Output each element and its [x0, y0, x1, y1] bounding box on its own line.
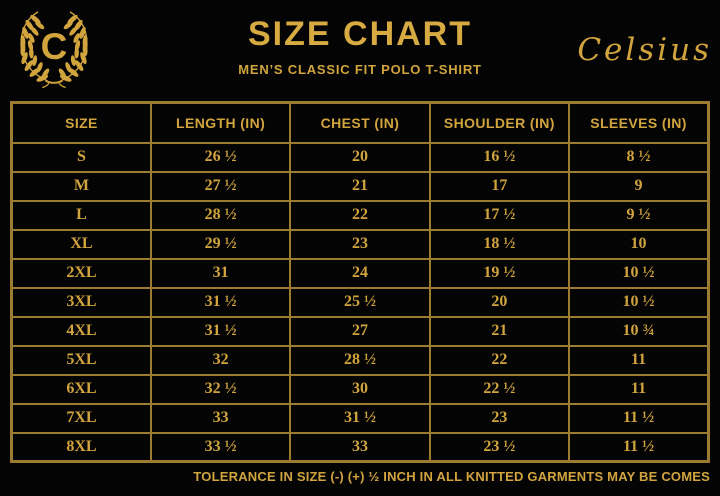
- measurement-cell: 19 ½: [428, 257, 571, 289]
- table-header-row: SIZE LENGTH (IN) CHEST (IN) SHOULDER (IN) SL…: [10, 101, 710, 144]
- page-subtitle: MEN’S CLASSIC FIT POLO T-SHIRT: [238, 62, 482, 77]
- column-header-0: SIZE: [10, 101, 152, 144]
- brand-name: Celsius: [577, 32, 712, 68]
- size-cell: 2XL: [10, 257, 152, 289]
- measurement-cell: 28 ½: [149, 199, 292, 231]
- laurel-wreath-logo-icon: C: [12, 6, 96, 90]
- table-row: 3XL 31 ½ 25 ½ 20 10 ½: [10, 286, 710, 318]
- measurement-cell: 32 ½: [149, 373, 292, 405]
- size-cell: 6XL: [10, 373, 152, 405]
- measurement-cell: 23: [428, 402, 571, 434]
- measurement-cell: 23 ½: [428, 431, 571, 463]
- measurement-cell: 22: [289, 199, 431, 231]
- measurement-cell: 32: [149, 344, 292, 376]
- measurement-cell: 33 ½: [149, 431, 292, 463]
- measurement-cell: 16 ½: [428, 141, 571, 173]
- measurement-cell: 10 ¾: [568, 315, 710, 347]
- measurement-cell: 27: [289, 315, 431, 347]
- measurement-cell: 29 ½: [149, 228, 292, 260]
- table-row: XL 29 ½ 23 18 ½ 10: [10, 228, 710, 260]
- measurement-cell: 10 ½: [568, 257, 710, 289]
- table-row: M 27 ½ 21 17 9: [10, 170, 710, 202]
- measurement-cell: 31 ½: [149, 286, 292, 318]
- measurement-cell: 24: [289, 257, 431, 289]
- measurement-cell: 28 ½: [289, 344, 431, 376]
- measurement-cell: 11: [568, 344, 710, 376]
- table-row: 8XL 33 ½ 33 23 ½ 11 ½: [10, 431, 710, 463]
- size-cell: XL: [10, 228, 152, 260]
- measurement-cell: 22 ½: [428, 373, 571, 405]
- measurement-cell: 10: [568, 228, 710, 260]
- size-cell: 5XL: [10, 344, 152, 376]
- title-block: SIZE CHART MEN’S CLASSIC FIT POLO T-SHIR…: [110, 15, 610, 77]
- tolerance-note: TOLERANCE IN SIZE (-) (+) ½ INCH IN ALL …: [193, 469, 710, 484]
- column-header-3: SHOULDER (IN): [428, 101, 571, 144]
- size-cell: M: [10, 170, 152, 202]
- size-cell: 7XL: [10, 402, 152, 434]
- table-row: 2XL 31 24 19 ½ 10 ½: [10, 257, 710, 289]
- size-cell: S: [10, 141, 152, 173]
- measurement-cell: 33: [289, 431, 431, 463]
- measurement-cell: 31 ½: [149, 315, 292, 347]
- table-row: 6XL 32 ½ 30 22 ½ 11: [10, 373, 710, 405]
- measurement-cell: 20: [289, 141, 431, 173]
- measurement-cell: 31 ½: [289, 402, 431, 434]
- measurement-cell: 21: [289, 170, 431, 202]
- measurement-cell: 9 ½: [568, 199, 710, 231]
- table-row: 5XL 32 28 ½ 22 11: [10, 344, 710, 376]
- measurement-cell: 25 ½: [289, 286, 431, 318]
- measurement-cell: 17 ½: [428, 199, 571, 231]
- logo-letter: C: [41, 26, 68, 67]
- measurement-cell: 17: [428, 170, 571, 202]
- measurement-cell: 11: [568, 373, 710, 405]
- size-cell: L: [10, 199, 152, 231]
- measurement-cell: 23: [289, 228, 431, 260]
- measurement-cell: 22: [428, 344, 571, 376]
- measurement-cell: 27 ½: [149, 170, 292, 202]
- column-header-4: SLEEVES (IN): [568, 101, 710, 144]
- size-chart-table: SIZE LENGTH (IN) CHEST (IN) SHOULDER (IN) SL…: [10, 101, 710, 463]
- measurement-cell: 20: [428, 286, 571, 318]
- measurement-cell: 31: [149, 257, 292, 289]
- table-row: 7XL 33 31 ½ 23 11 ½: [10, 402, 710, 434]
- size-cell: 3XL: [10, 286, 152, 318]
- measurement-cell: 11 ½: [568, 431, 710, 463]
- table-row: 4XL 31 ½ 27 21 10 ¾: [10, 315, 710, 347]
- header: C SIZE CHART MEN’S CLASSIC FIT POLO T-SH…: [0, 0, 720, 101]
- measurement-cell: 30: [289, 373, 431, 405]
- size-cell: 4XL: [10, 315, 152, 347]
- column-header-1: LENGTH (IN): [149, 101, 292, 144]
- measurement-cell: 9: [568, 170, 710, 202]
- measurement-cell: 8 ½: [568, 141, 710, 173]
- column-header-2: CHEST (IN): [289, 101, 431, 144]
- measurement-cell: 10 ½: [568, 286, 710, 318]
- measurement-cell: 33: [149, 402, 292, 434]
- size-cell: 8XL: [10, 431, 152, 463]
- measurement-cell: 18 ½: [428, 228, 571, 260]
- measurement-cell: 11 ½: [568, 402, 710, 434]
- page-title: SIZE CHART: [248, 15, 472, 53]
- measurement-cell: 21: [428, 315, 571, 347]
- measurement-cell: 26 ½: [149, 141, 292, 173]
